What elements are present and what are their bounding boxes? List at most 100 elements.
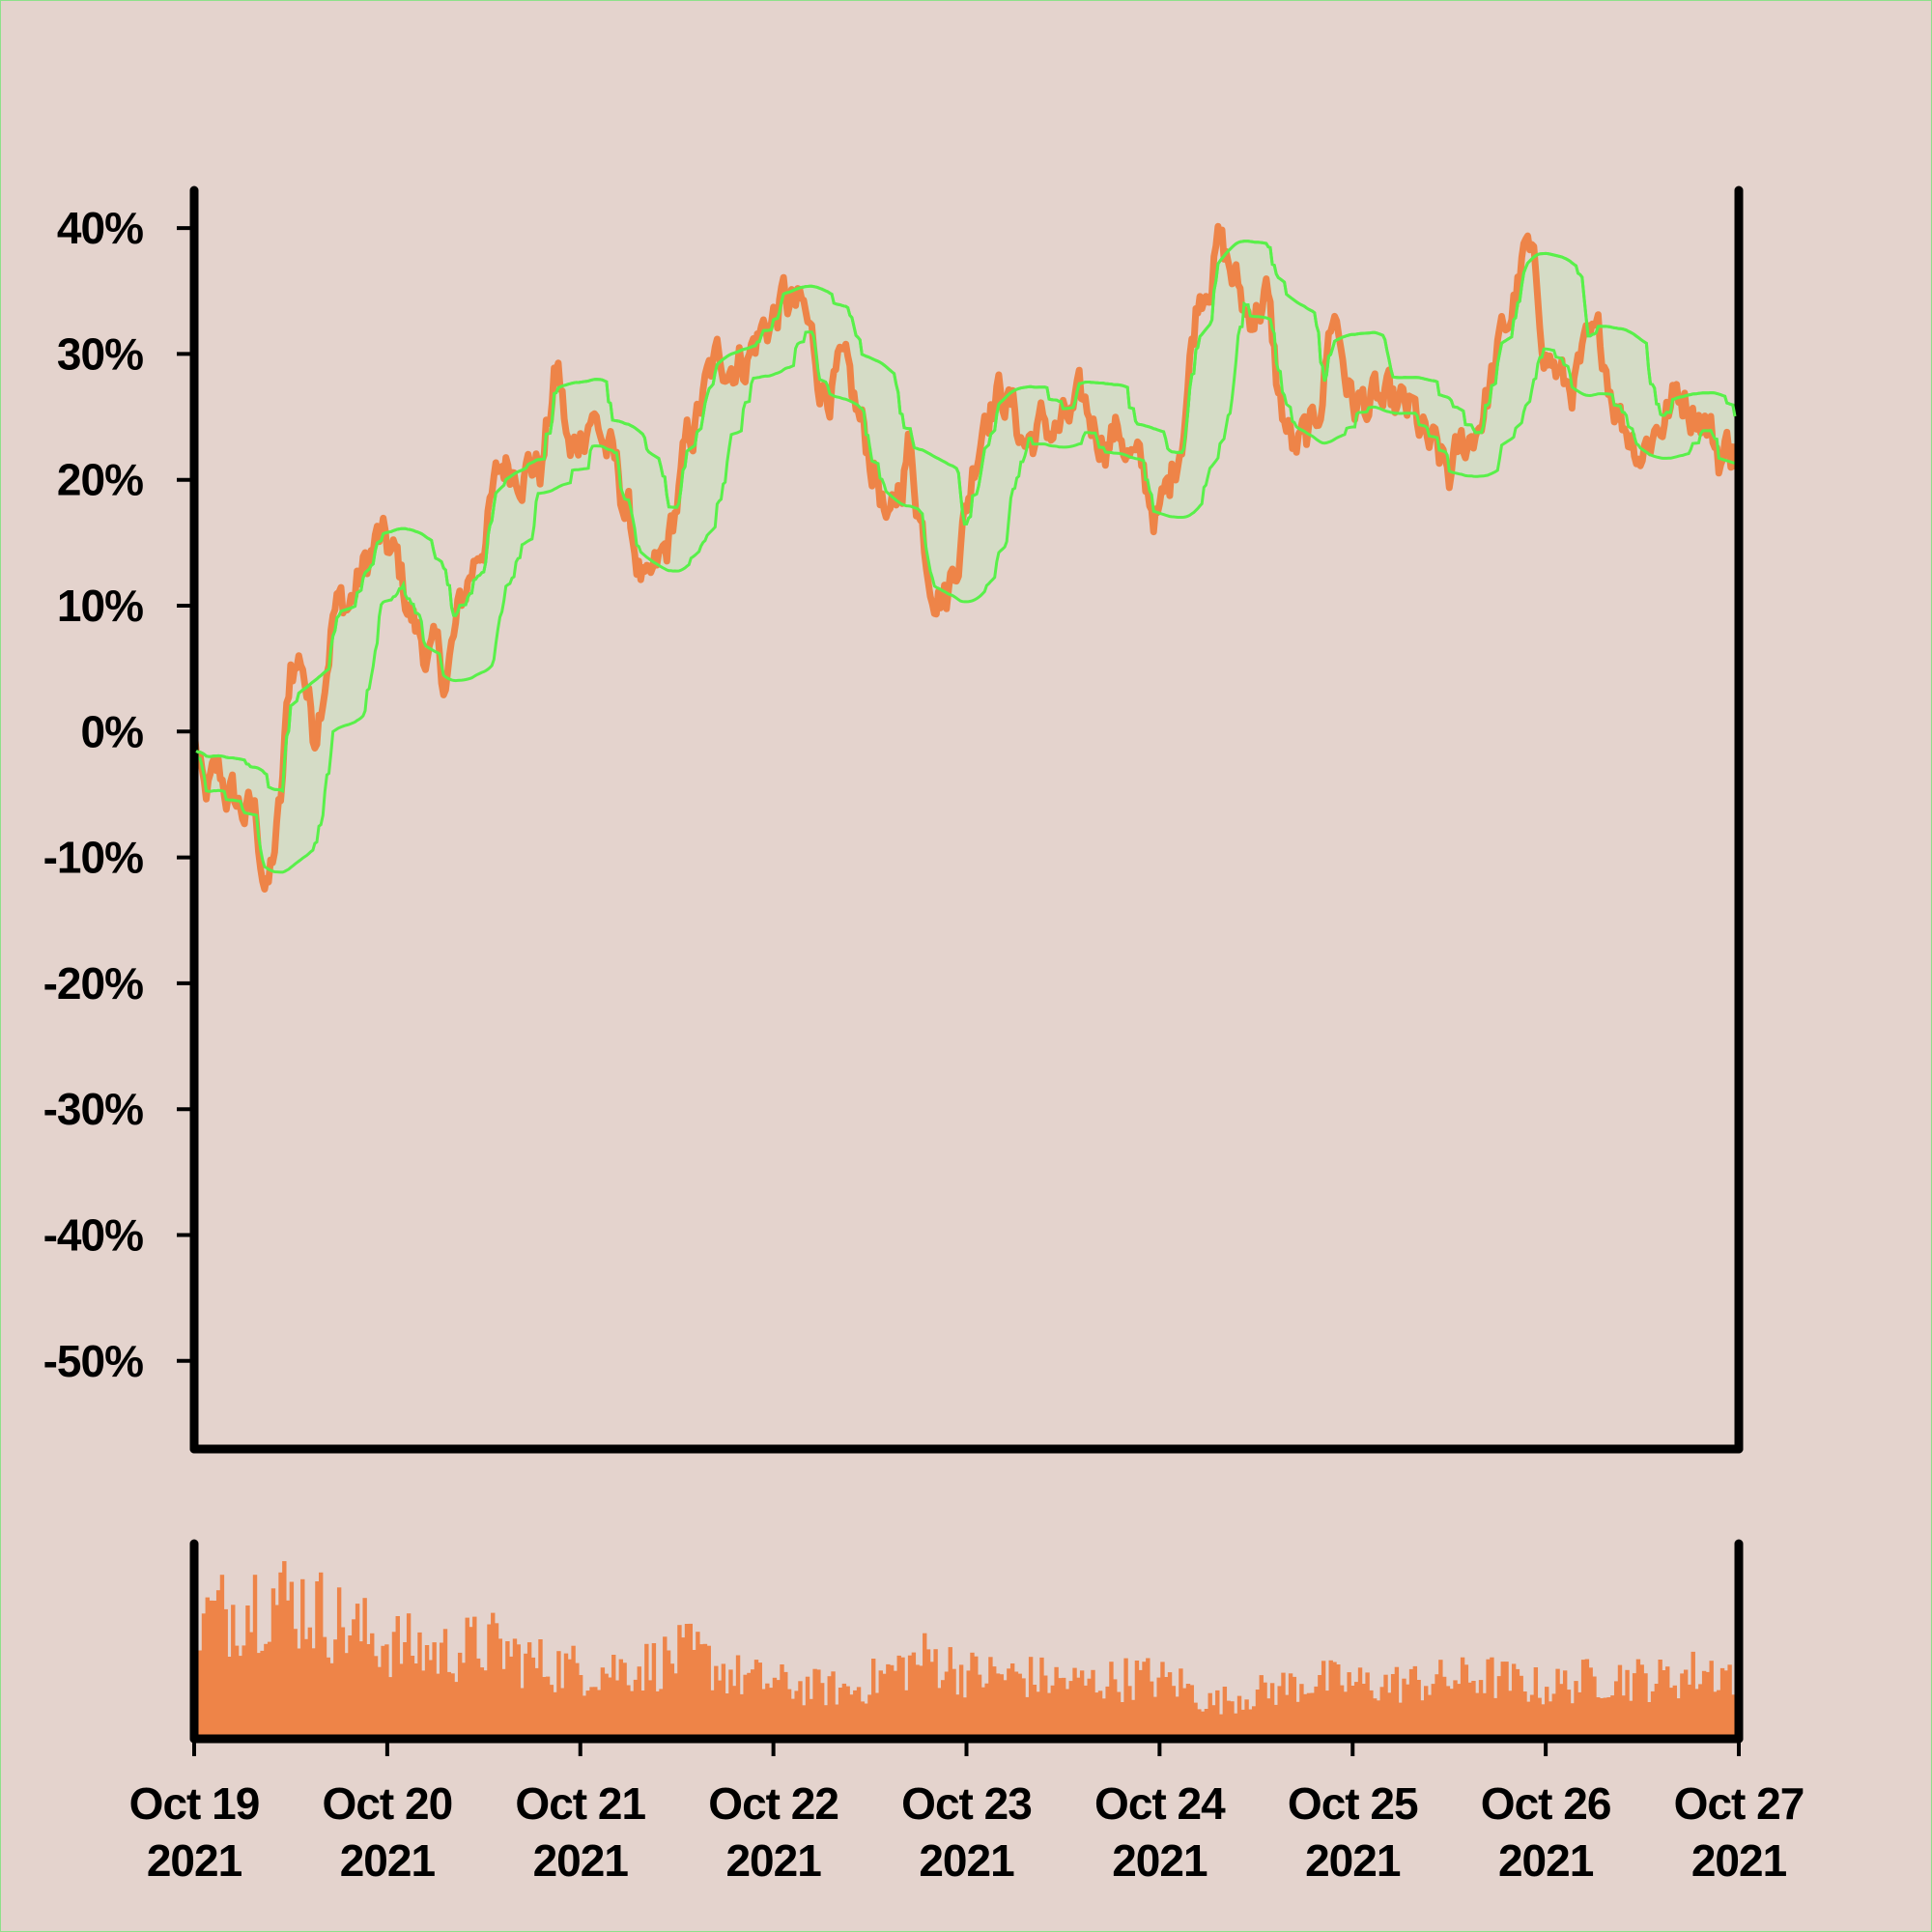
volume-bar — [479, 1667, 485, 1739]
volume-bar — [970, 1652, 975, 1739]
volume-bar — [1091, 1669, 1095, 1739]
volume-bar — [889, 1664, 895, 1739]
volume-bar — [919, 1665, 923, 1739]
volume-bar — [1390, 1674, 1396, 1739]
volume-bar — [1662, 1670, 1666, 1739]
x-tick-label-date: Oct 25 — [1288, 1778, 1418, 1829]
y-tick-label: 40% — [57, 203, 143, 253]
volume-bar — [329, 1662, 334, 1739]
volume-bar — [1420, 1700, 1425, 1739]
volume-bar — [1343, 1691, 1349, 1739]
volume-bar — [659, 1689, 664, 1739]
volume-bar — [907, 1655, 913, 1739]
volume-bar — [1182, 1688, 1187, 1739]
volume-bar — [475, 1658, 481, 1739]
volume-bar — [1639, 1664, 1644, 1739]
volume-bar — [904, 1690, 909, 1739]
volume-bar — [1314, 1686, 1319, 1739]
volume-bar — [469, 1627, 473, 1739]
volume-bar — [1445, 1686, 1451, 1739]
volume-bar — [399, 1663, 404, 1739]
volume-bar — [446, 1671, 451, 1739]
volume-bar — [491, 1612, 496, 1739]
volume-bar — [600, 1667, 606, 1739]
volume-bar — [1478, 1680, 1484, 1739]
volume-bar — [1321, 1661, 1326, 1739]
volume-bar — [1680, 1673, 1685, 1739]
volume-layer — [198, 1561, 1736, 1739]
volume-bar — [717, 1680, 723, 1739]
volume-bar — [940, 1680, 946, 1739]
volume-bar — [1676, 1698, 1681, 1739]
volume-bar — [805, 1676, 810, 1739]
volume-bar — [1690, 1651, 1695, 1739]
volume-bar — [1105, 1686, 1110, 1739]
volume-bar — [252, 1575, 258, 1739]
volume-bar — [593, 1687, 598, 1739]
volume-bar — [841, 1683, 847, 1739]
volume-bar — [1650, 1690, 1656, 1739]
volume-bar — [1058, 1678, 1063, 1739]
volume-bar — [494, 1623, 499, 1739]
volume-bar — [297, 1648, 301, 1739]
volume-bar — [1486, 1659, 1491, 1739]
volume-bar — [1211, 1705, 1216, 1739]
volume-bar — [1318, 1675, 1322, 1739]
volume-bar — [403, 1642, 408, 1739]
volume-bar — [293, 1629, 298, 1739]
volume-bar — [1028, 1657, 1034, 1739]
volume-bar — [1347, 1672, 1351, 1739]
volume-bar — [1570, 1703, 1575, 1739]
volume-bar — [1354, 1682, 1359, 1739]
volume-bar — [878, 1670, 883, 1739]
volume-bar — [377, 1666, 383, 1739]
volume-bar — [391, 1632, 397, 1739]
volume-bar — [1277, 1686, 1282, 1739]
y-tick-label: -50% — [43, 1336, 143, 1386]
volume-bar — [1694, 1689, 1699, 1739]
volume-bar — [1723, 1670, 1729, 1739]
volume-bar — [578, 1675, 583, 1739]
volume-bar — [1441, 1676, 1447, 1739]
volume-bar — [780, 1664, 784, 1739]
volume-bar — [710, 1690, 715, 1739]
volume-bar — [677, 1625, 682, 1739]
volume-bar — [1471, 1681, 1476, 1739]
volume-bar — [974, 1656, 979, 1739]
volume-bar — [270, 1588, 276, 1739]
volume-bar — [545, 1676, 551, 1739]
volume-bar — [980, 1687, 986, 1739]
volume-bar — [1515, 1668, 1520, 1739]
volume-bar — [1259, 1675, 1264, 1739]
x-tick-label-year: 2021 — [919, 1835, 1014, 1886]
volume-bar — [1127, 1686, 1132, 1739]
volume-bar — [1369, 1690, 1374, 1739]
volume-bar — [424, 1645, 430, 1739]
x-tick-label-year: 2021 — [340, 1835, 436, 1886]
volume-bar — [864, 1703, 868, 1739]
volume-bar — [1164, 1677, 1169, 1739]
volume-bar — [1580, 1660, 1586, 1739]
volume-bar — [1613, 1681, 1619, 1739]
y-tick-label: -30% — [43, 1084, 143, 1134]
volume-bar — [1431, 1684, 1435, 1739]
volume-bar — [809, 1698, 813, 1739]
volume-bar — [992, 1666, 997, 1739]
volume-bar — [1551, 1693, 1556, 1739]
volume-bar — [582, 1695, 587, 1739]
volume-bar — [1519, 1675, 1523, 1739]
volume-bar — [1500, 1662, 1505, 1739]
volume-bar — [520, 1688, 525, 1739]
volume-bar — [1658, 1660, 1662, 1739]
volume-bar — [724, 1693, 729, 1739]
volume-bar — [1383, 1674, 1388, 1739]
volume-bar — [238, 1656, 243, 1739]
volume-bar — [856, 1687, 862, 1739]
volume-bar — [925, 1649, 931, 1739]
volume-bar — [706, 1645, 711, 1739]
volume-bar — [249, 1632, 254, 1739]
volume-bar — [732, 1686, 737, 1739]
volume-bar — [348, 1635, 353, 1739]
x-axis-ticks: Oct 19 2021 Oct 20 2021 Oct 21 2021 Oct 22 2021… — [129, 1739, 1804, 1886]
volume-bar — [596, 1690, 602, 1739]
